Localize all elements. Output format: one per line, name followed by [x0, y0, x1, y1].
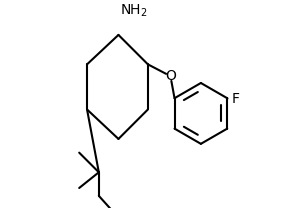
Text: F: F — [231, 92, 239, 106]
Text: NH$_2$: NH$_2$ — [120, 3, 148, 19]
Text: O: O — [165, 69, 176, 83]
